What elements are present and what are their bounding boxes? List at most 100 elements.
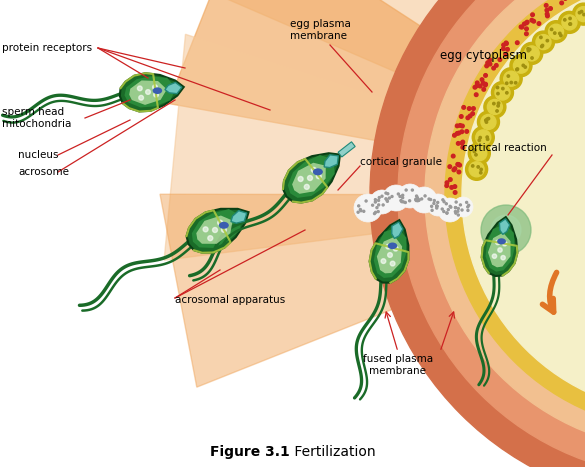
Ellipse shape — [388, 242, 397, 249]
Circle shape — [425, 0, 585, 450]
Circle shape — [431, 209, 433, 212]
Circle shape — [455, 206, 457, 209]
Circle shape — [532, 31, 555, 53]
Circle shape — [583, 14, 585, 16]
Polygon shape — [292, 163, 326, 194]
Circle shape — [437, 201, 439, 204]
Circle shape — [549, 24, 563, 39]
Circle shape — [448, 165, 452, 169]
Circle shape — [377, 199, 380, 201]
Circle shape — [524, 66, 526, 68]
Polygon shape — [392, 222, 403, 239]
Circle shape — [486, 136, 488, 138]
Circle shape — [473, 150, 476, 153]
Circle shape — [498, 58, 502, 62]
Circle shape — [153, 85, 157, 90]
Circle shape — [446, 212, 448, 214]
Circle shape — [453, 197, 473, 217]
Circle shape — [540, 36, 542, 39]
Circle shape — [560, 1, 563, 5]
Circle shape — [445, 203, 448, 205]
Circle shape — [559, 11, 580, 33]
Circle shape — [488, 58, 491, 62]
Circle shape — [383, 185, 409, 211]
Circle shape — [139, 95, 143, 100]
Circle shape — [417, 197, 418, 199]
Circle shape — [411, 187, 437, 213]
Circle shape — [487, 99, 503, 114]
Circle shape — [576, 7, 585, 21]
Polygon shape — [288, 155, 335, 198]
Circle shape — [427, 194, 449, 216]
Polygon shape — [120, 73, 184, 112]
Circle shape — [580, 10, 583, 13]
Polygon shape — [197, 216, 233, 244]
Circle shape — [550, 28, 553, 30]
Circle shape — [462, 0, 585, 413]
Polygon shape — [283, 153, 340, 203]
Circle shape — [478, 139, 480, 142]
Circle shape — [455, 201, 457, 203]
Circle shape — [484, 119, 487, 121]
Circle shape — [445, 0, 585, 430]
Circle shape — [452, 154, 455, 158]
Circle shape — [459, 204, 462, 206]
Circle shape — [460, 142, 464, 145]
Circle shape — [467, 209, 469, 212]
Circle shape — [485, 121, 488, 123]
Circle shape — [402, 194, 404, 196]
Circle shape — [497, 92, 499, 95]
Ellipse shape — [153, 87, 162, 94]
Circle shape — [371, 204, 374, 206]
Text: cortical reaction: cortical reaction — [462, 143, 547, 153]
Circle shape — [397, 193, 400, 195]
Circle shape — [546, 39, 549, 42]
Circle shape — [516, 68, 519, 70]
Circle shape — [448, 209, 449, 211]
Ellipse shape — [313, 168, 323, 175]
Circle shape — [491, 215, 521, 245]
Circle shape — [385, 192, 387, 194]
Polygon shape — [374, 227, 407, 278]
Circle shape — [450, 185, 453, 189]
Polygon shape — [160, 194, 585, 387]
Circle shape — [573, 3, 585, 25]
Circle shape — [525, 32, 528, 35]
Circle shape — [522, 22, 526, 26]
Circle shape — [203, 227, 208, 232]
Circle shape — [515, 41, 519, 44]
Circle shape — [146, 90, 150, 94]
Circle shape — [479, 136, 481, 139]
Circle shape — [417, 200, 419, 202]
Circle shape — [502, 43, 505, 47]
Circle shape — [493, 102, 495, 105]
Circle shape — [455, 206, 456, 209]
Circle shape — [467, 206, 469, 208]
Circle shape — [486, 138, 489, 141]
Polygon shape — [231, 211, 247, 223]
Circle shape — [461, 209, 463, 211]
Circle shape — [484, 74, 487, 77]
Circle shape — [433, 199, 435, 202]
Text: Fertilization: Fertilization — [290, 445, 376, 459]
Circle shape — [563, 19, 566, 21]
Circle shape — [545, 12, 549, 16]
Circle shape — [469, 142, 490, 164]
Circle shape — [569, 23, 572, 25]
Circle shape — [495, 240, 500, 245]
Circle shape — [522, 64, 525, 67]
Circle shape — [388, 197, 390, 199]
Circle shape — [525, 21, 528, 25]
Circle shape — [137, 86, 142, 91]
Circle shape — [445, 181, 449, 184]
Circle shape — [455, 212, 457, 214]
Circle shape — [298, 177, 303, 182]
Circle shape — [449, 178, 452, 181]
Circle shape — [468, 204, 470, 206]
Circle shape — [476, 81, 479, 85]
Circle shape — [386, 199, 388, 201]
Circle shape — [492, 66, 495, 70]
Circle shape — [486, 118, 488, 120]
Text: acrosome: acrosome — [18, 167, 69, 177]
Circle shape — [492, 254, 497, 258]
